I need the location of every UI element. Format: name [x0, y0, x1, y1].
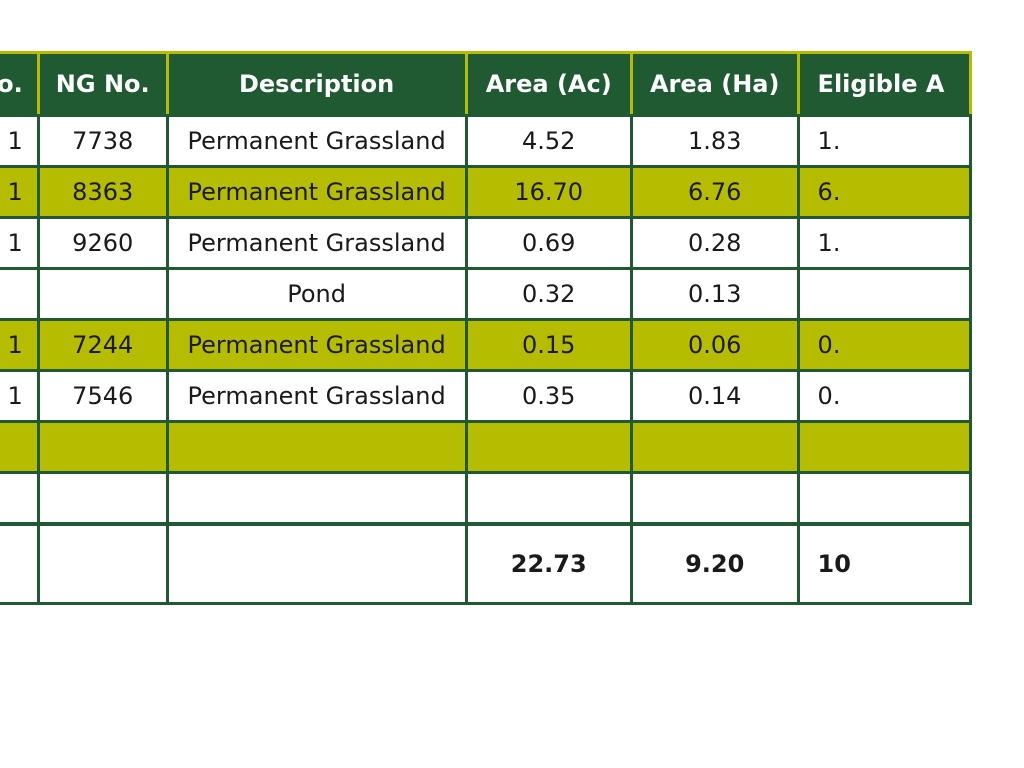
header-no: No. [0, 51, 40, 117]
cell-ng-no: 7244 [36, 318, 169, 372]
total-description [165, 522, 468, 605]
table-row [0, 471, 973, 526]
total-area-ha: 9.20 [629, 522, 800, 605]
cell-no [0, 471, 40, 526]
header-eligible: Eligible A [796, 51, 973, 117]
cell-area-ac: 0.32 [464, 267, 633, 321]
cell-area-ha: 6.76 [629, 165, 800, 219]
cell-description [165, 420, 468, 474]
header-area-ha: Area (Ha) [629, 51, 800, 117]
cell-eligible: 6. [796, 165, 973, 219]
cell-description: Pond [165, 267, 468, 321]
cell-eligible: 1. [796, 114, 973, 168]
cell-description: Permanent Grassland [165, 114, 468, 168]
cell-ng-no: 7546 [36, 369, 169, 423]
table-body: 1 7738 Permanent Grassland 4.52 1.83 1. … [0, 114, 973, 605]
cell-ng-no: 8363 [36, 165, 169, 219]
cell-area-ha: 0.06 [629, 318, 800, 372]
table-row: 1 9260 Permanent Grassland 0.69 0.28 1. [0, 216, 973, 270]
cell-description: Permanent Grassland [165, 216, 468, 270]
cell-description: Permanent Grassland [165, 369, 468, 423]
cell-ng-no: 9260 [36, 216, 169, 270]
cell-eligible: 0. [796, 318, 973, 372]
cell-area-ha: 0.14 [629, 369, 800, 423]
cell-ng-no [36, 420, 169, 474]
cell-ng-no [36, 267, 169, 321]
cell-eligible [796, 420, 973, 474]
cell-area-ac [464, 420, 633, 474]
land-area-table: No. NG No. Description Area (Ac) Area (H… [0, 51, 973, 605]
cell-area-ha: 1.83 [629, 114, 800, 168]
cell-no: 1 [0, 114, 40, 168]
cell-area-ac: 16.70 [464, 165, 633, 219]
cell-no: 1 [0, 216, 40, 270]
cell-area-ac [464, 471, 633, 526]
header-ng-no: NG No. [36, 51, 169, 117]
table-row: 1 7546 Permanent Grassland 0.35 0.14 0. [0, 369, 973, 423]
cell-area-ha: 0.13 [629, 267, 800, 321]
table-row: Pond 0.32 0.13 [0, 267, 973, 321]
cell-area-ha [629, 420, 800, 474]
total-eligible: 10 [796, 522, 973, 605]
cell-no: 1 [0, 165, 40, 219]
table-row: 1 7244 Permanent Grassland 0.15 0.06 0. [0, 318, 973, 372]
totals-row: 22.73 9.20 10 [0, 522, 973, 605]
header-row: No. NG No. Description Area (Ac) Area (H… [0, 51, 973, 117]
cell-no: 1 [0, 369, 40, 423]
header-area-ac: Area (Ac) [464, 51, 633, 117]
total-area-ac: 22.73 [464, 522, 633, 605]
table-row: 1 8363 Permanent Grassland 16.70 6.76 6. [0, 165, 973, 219]
cell-no: 1 [0, 318, 40, 372]
cell-eligible: 0. [796, 369, 973, 423]
cell-area-ac: 0.15 [464, 318, 633, 372]
cell-no [0, 267, 40, 321]
cell-description: Permanent Grassland [165, 165, 468, 219]
cell-eligible [796, 267, 973, 321]
cell-ng-no [36, 471, 169, 526]
total-no [0, 522, 40, 605]
table-row [0, 420, 973, 474]
cell-description: Permanent Grassland [165, 318, 468, 372]
cell-area-ac: 4.52 [464, 114, 633, 168]
cell-no [0, 420, 40, 474]
cell-area-ac: 0.69 [464, 216, 633, 270]
cell-area-ha [629, 471, 800, 526]
header-description: Description [165, 51, 468, 117]
cell-description [165, 471, 468, 526]
cell-eligible: 1. [796, 216, 973, 270]
cell-area-ac: 0.35 [464, 369, 633, 423]
cell-area-ha: 0.28 [629, 216, 800, 270]
cell-ng-no: 7738 [36, 114, 169, 168]
table-header: No. NG No. Description Area (Ac) Area (H… [0, 51, 973, 117]
total-ng-no [36, 522, 169, 605]
table-row: 1 7738 Permanent Grassland 4.52 1.83 1. [0, 114, 973, 168]
cell-eligible [796, 471, 973, 526]
